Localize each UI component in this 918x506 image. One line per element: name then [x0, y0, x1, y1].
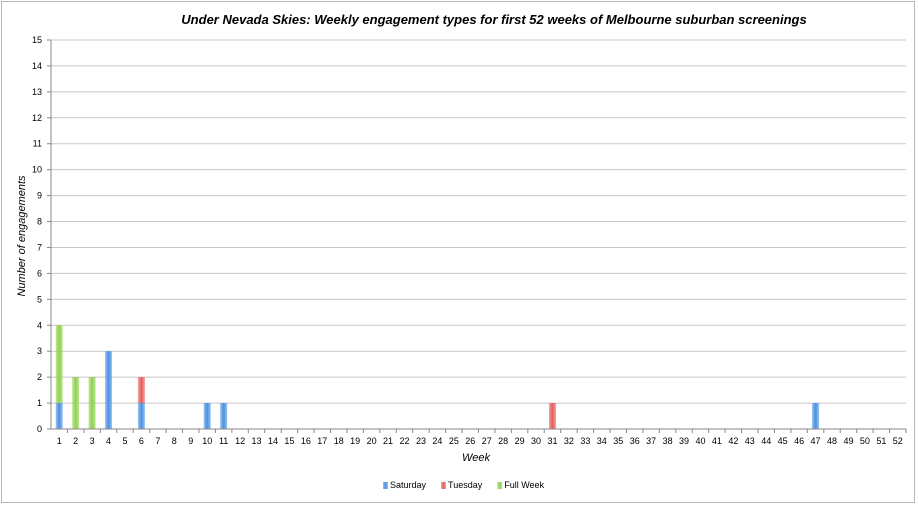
x-tick-label: 49 — [843, 436, 853, 446]
gridlines — [51, 39, 906, 404]
bar-saturday — [137, 403, 145, 429]
y-tick-label: 3 — [37, 346, 42, 356]
legend-label: Tuesday — [448, 480, 483, 490]
legend-swatch — [441, 482, 447, 489]
chart-title: Under Nevada Skies: Weekly engagement ty… — [181, 12, 806, 27]
x-tick-label: 32 — [564, 436, 574, 446]
x-tick-label: 10 — [202, 436, 212, 446]
y-tick-label: 8 — [37, 217, 42, 227]
x-tick-label: 38 — [663, 436, 673, 446]
legend-swatch — [497, 482, 503, 489]
x-tick-label: 2 — [73, 436, 78, 446]
x-tick-label: 50 — [860, 436, 870, 446]
x-tick-label: 1 — [57, 436, 62, 446]
legend-label: Saturday — [390, 480, 427, 490]
x-tick-label: 51 — [876, 436, 886, 446]
legend: Saturday Tuesday Full Week — [383, 480, 545, 490]
bar-full-week — [88, 377, 96, 429]
y-tick-label: 10 — [32, 165, 42, 175]
x-tick-label: 52 — [893, 436, 903, 446]
x-tick-label: 48 — [827, 436, 837, 446]
bar-tuesday — [548, 403, 556, 429]
x-tick-label: 9 — [188, 436, 193, 446]
x-tick-label: 27 — [482, 436, 492, 446]
y-tick-label: 6 — [37, 268, 42, 278]
x-tick-label: 47 — [811, 436, 821, 446]
x-tick-label: 12 — [235, 436, 245, 446]
x-tick-label: 44 — [761, 436, 771, 446]
x-tick-label: 8 — [172, 436, 177, 446]
y-tick-label: 9 — [37, 191, 42, 201]
y-axis-title: Number of engagements — [16, 175, 28, 297]
x-tick-label: 19 — [350, 436, 360, 446]
y-tick-label: 15 — [32, 35, 42, 45]
x-tick-label: 20 — [367, 436, 377, 446]
x-tick-label: 23 — [416, 436, 426, 446]
y-tick-label: 2 — [37, 372, 42, 382]
x-tick-label: 3 — [90, 436, 95, 446]
x-tick-label: 37 — [646, 436, 656, 446]
y-tick-label: 5 — [37, 294, 42, 304]
x-tick-label: 26 — [465, 436, 475, 446]
legend-label: Full Week — [504, 480, 544, 490]
x-tick-label: 40 — [695, 436, 705, 446]
y-tick-label: 1 — [37, 398, 42, 408]
y-tick-label: 14 — [32, 61, 42, 71]
x-axis-title: Week — [462, 452, 490, 464]
bar-full-week — [72, 377, 80, 429]
x-tick-label: 28 — [498, 436, 508, 446]
bar-tuesday — [137, 377, 145, 404]
bar-saturday — [55, 403, 63, 429]
x-tick-label: 6 — [139, 436, 144, 446]
x-tick-label: 33 — [580, 436, 590, 446]
x-tick-label: 31 — [547, 436, 557, 446]
bar-saturday — [220, 403, 228, 429]
x-tick-label: 24 — [432, 436, 442, 446]
x-tick-label: 42 — [728, 436, 738, 446]
y-tick-label: 7 — [37, 242, 42, 252]
x-tick-label: 41 — [712, 436, 722, 446]
x-tick-label: 22 — [400, 436, 410, 446]
x-tick-label: 14 — [268, 436, 278, 446]
x-tick-label: 15 — [284, 436, 294, 446]
x-tick-label: 11 — [219, 436, 228, 446]
x-tick-label: 16 — [301, 436, 311, 446]
x-tick-label: 25 — [449, 436, 459, 446]
bar-full-week — [55, 325, 63, 404]
bar-saturday — [812, 403, 820, 429]
x-tick-label: 39 — [679, 436, 689, 446]
x-tick-label: 45 — [778, 436, 788, 446]
x-tick-label: 29 — [515, 436, 525, 446]
x-tick-label: 5 — [122, 436, 127, 446]
x-tick-label: 21 — [383, 436, 393, 446]
x-tick-label: 7 — [155, 436, 160, 446]
y-tick-label: 0 — [37, 424, 42, 434]
bars-group — [55, 325, 820, 429]
bar-saturday — [203, 403, 211, 429]
x-tick-label: 43 — [745, 436, 755, 446]
x-tick-labels: 1 2 3 4 5 6 7 8 9 10 11 12 13 14 15 16 17 18 19 20 21 22 23 24 2… — [57, 429, 907, 446]
x-tick-label: 36 — [630, 436, 640, 446]
y-tick-label: 4 — [37, 320, 42, 330]
legend-swatch — [383, 482, 388, 489]
x-tick-label: 35 — [613, 436, 623, 446]
y-tick-label: 12 — [32, 113, 42, 123]
x-tick-label: 13 — [252, 436, 262, 446]
y-tick-label: 11 — [33, 139, 42, 149]
x-tick-label: 30 — [531, 436, 541, 446]
x-tick-label: 46 — [794, 436, 804, 446]
x-tick-label: 4 — [106, 436, 111, 446]
bar-saturday — [105, 351, 113, 429]
x-tick-label: 18 — [334, 436, 344, 446]
x-tick-label: 34 — [597, 436, 607, 446]
x-tick-label: 17 — [317, 436, 327, 446]
y-tick-label: 13 — [32, 87, 42, 97]
axes — [50, 40, 906, 430]
